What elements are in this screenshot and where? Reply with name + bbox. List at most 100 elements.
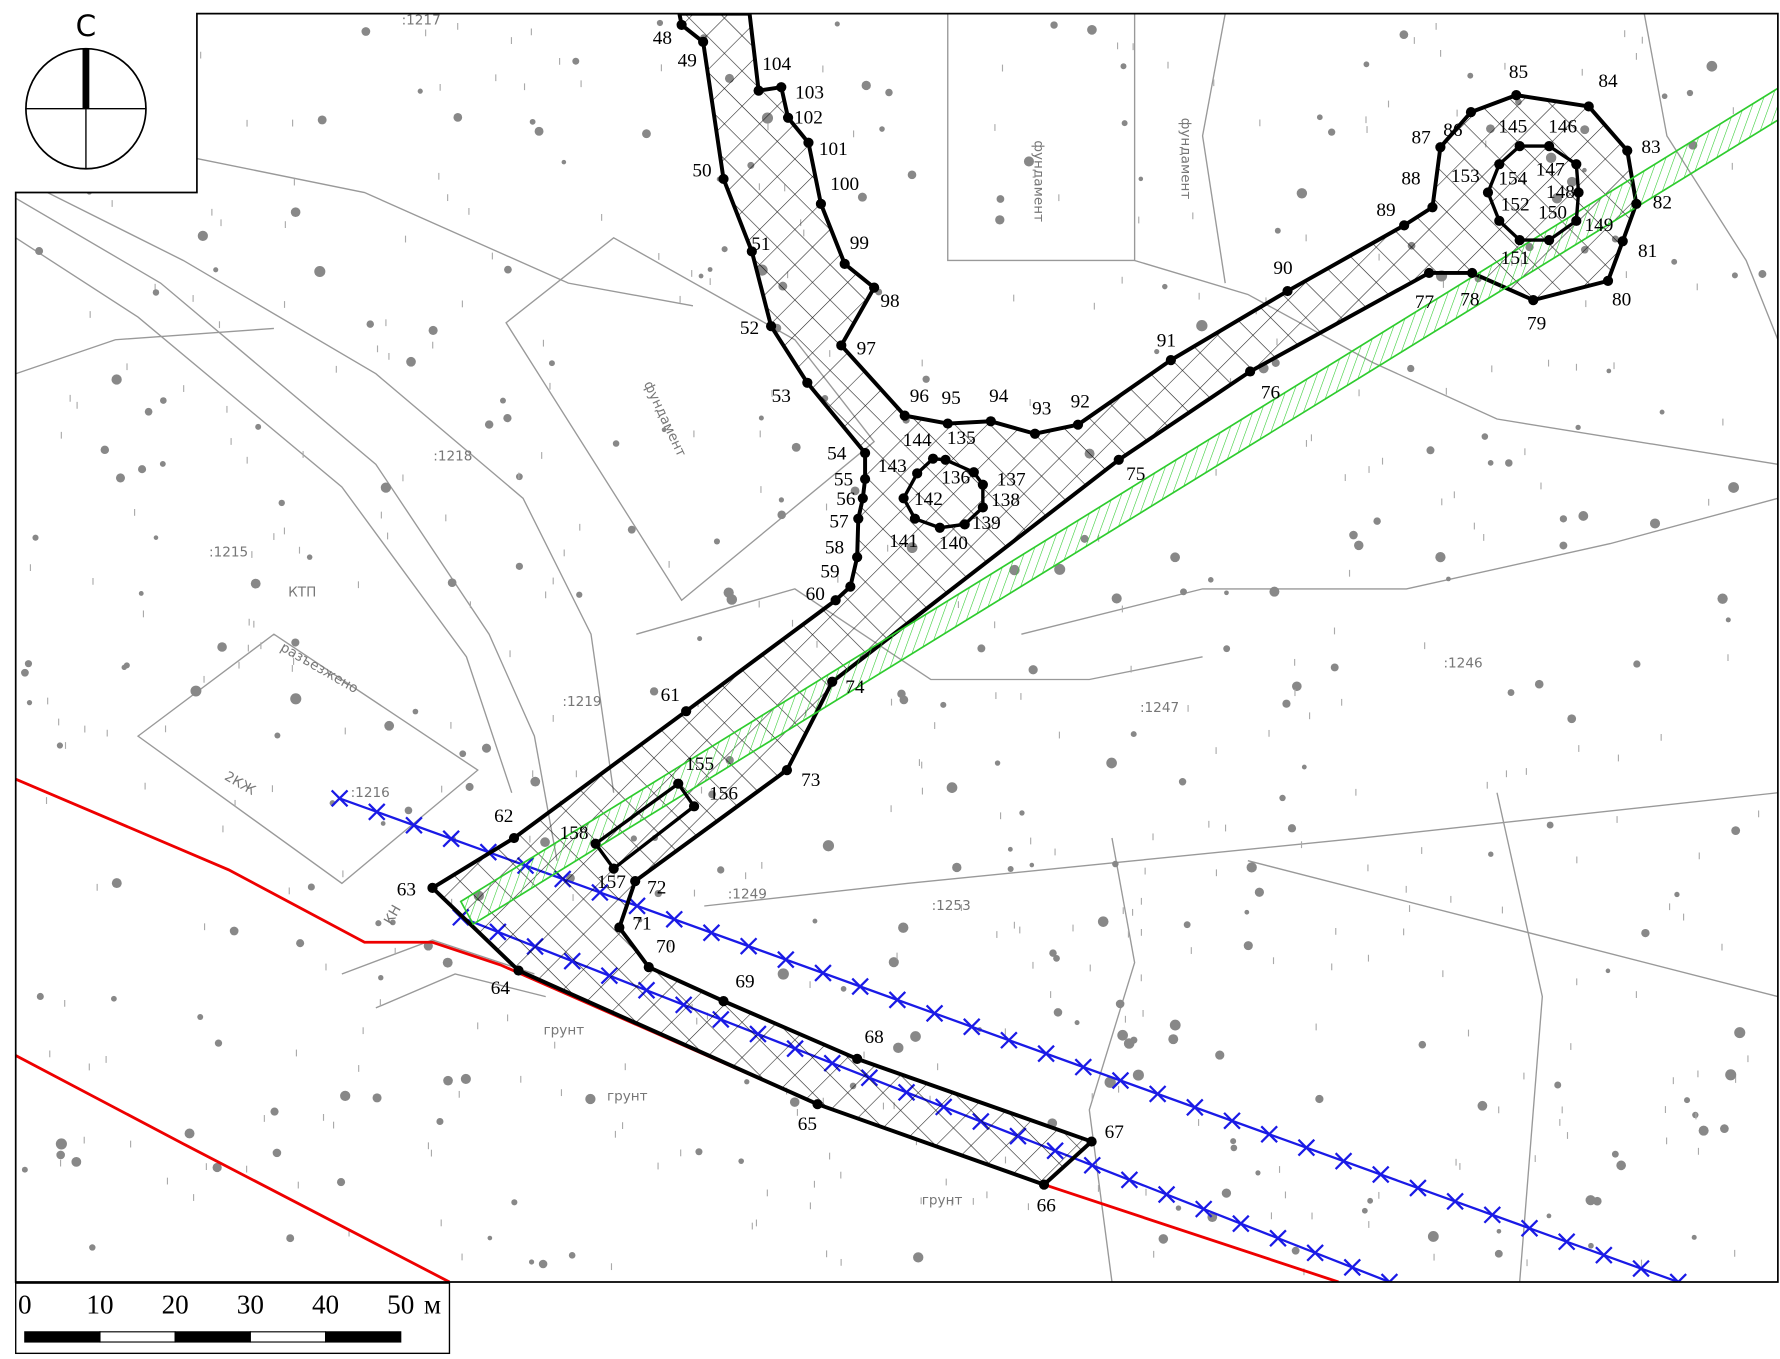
tree: [1418, 1040, 1427, 1049]
point-marker: [1494, 215, 1505, 226]
tree: [654, 889, 662, 898]
tree: [56, 742, 64, 749]
tree: [1315, 1094, 1324, 1104]
tree: [217, 642, 227, 652]
tree: [1223, 645, 1231, 653]
blue-x: [1632, 1259, 1650, 1278]
point-label: 65: [798, 1114, 817, 1135]
point-label: 51: [751, 234, 770, 255]
tree: [290, 693, 302, 705]
tree: [286, 1234, 295, 1243]
point-label: 59: [820, 561, 839, 582]
tree: [465, 782, 474, 791]
tree: [1169, 1019, 1181, 1031]
map-label: :1216: [351, 785, 390, 801]
point-label: 74: [845, 677, 865, 698]
tree: [375, 920, 382, 927]
tree: [1661, 93, 1668, 100]
tree: [1349, 530, 1358, 540]
tree: [197, 230, 208, 242]
tree: [406, 356, 416, 367]
point-label: 81: [1638, 241, 1657, 262]
map-label: :1219: [562, 694, 601, 710]
tree: [380, 821, 386, 826]
tree: [1279, 794, 1286, 802]
blue-x: [405, 816, 423, 835]
tree: [1554, 1081, 1562, 1089]
tree: [89, 1244, 96, 1251]
blue-x: [330, 789, 349, 808]
point-marker: [1282, 285, 1293, 297]
tree: [213, 267, 219, 273]
tree: [561, 159, 567, 165]
map-label: КН: [381, 902, 405, 927]
scale-bar: 0 10 20 30 40 50 м: [18, 1290, 441, 1343]
tree: [637, 917, 643, 923]
tree: [861, 80, 871, 91]
tree: [1053, 1008, 1063, 1017]
tree: [1758, 270, 1767, 278]
point-marker: [1602, 275, 1614, 286]
point-marker: [1165, 355, 1176, 366]
point-marker: [859, 447, 871, 459]
point-marker: [782, 112, 794, 123]
tree: [74, 122, 80, 128]
tree: [1028, 665, 1038, 675]
tree: [115, 473, 126, 483]
point-marker: [852, 552, 863, 563]
tree: [994, 760, 1001, 766]
point-label: 143: [878, 456, 907, 477]
point-marker: [1494, 159, 1505, 170]
tree: [1243, 941, 1253, 951]
tree: [340, 1090, 351, 1101]
tree: [1361, 1207, 1368, 1214]
point-marker: [827, 676, 838, 687]
tree: [100, 445, 110, 455]
tree: [272, 1148, 282, 1158]
blue-x: [1409, 1179, 1427, 1197]
point-marker: [898, 493, 909, 504]
blue-x: [1194, 1200, 1213, 1218]
map-label: 2КЖ: [222, 769, 259, 799]
green-strip: [459, 86, 1778, 926]
tree: [314, 265, 326, 278]
tree: [834, 21, 840, 27]
tree: [361, 27, 371, 36]
north-label: С: [76, 9, 97, 43]
tree: [56, 1150, 65, 1160]
point-label: 72: [647, 877, 666, 898]
tree: [913, 1252, 924, 1263]
point-label: 76: [1261, 383, 1281, 404]
tree: [778, 497, 785, 503]
tree: [721, 246, 728, 253]
tree: [627, 525, 636, 534]
point-marker: [718, 173, 729, 185]
tree: [428, 325, 438, 335]
tree: [138, 465, 147, 474]
blue-x: [1557, 1232, 1576, 1251]
point-marker: [845, 581, 856, 592]
tree: [850, 486, 860, 496]
point-marker: [643, 962, 654, 973]
point-label: 158: [560, 823, 589, 844]
tree: [642, 129, 651, 139]
point-marker: [803, 137, 814, 148]
point-label: 92: [1071, 392, 1090, 413]
tree: [879, 126, 885, 132]
map-label: :1247: [1140, 700, 1179, 716]
point-marker: [608, 863, 619, 874]
tree: [1427, 1231, 1439, 1242]
point-label: 86: [1443, 120, 1463, 141]
tree: [1588, 1242, 1594, 1249]
point-marker: [1465, 107, 1477, 118]
tree: [1633, 660, 1641, 668]
tree: [1496, 1228, 1502, 1234]
point-marker: [508, 832, 520, 844]
tree: [585, 1093, 596, 1105]
point-label: 154: [1498, 168, 1527, 189]
point-marker: [698, 36, 709, 47]
tree: [529, 118, 536, 125]
point-marker: [812, 1099, 823, 1110]
tree: [1731, 272, 1738, 279]
